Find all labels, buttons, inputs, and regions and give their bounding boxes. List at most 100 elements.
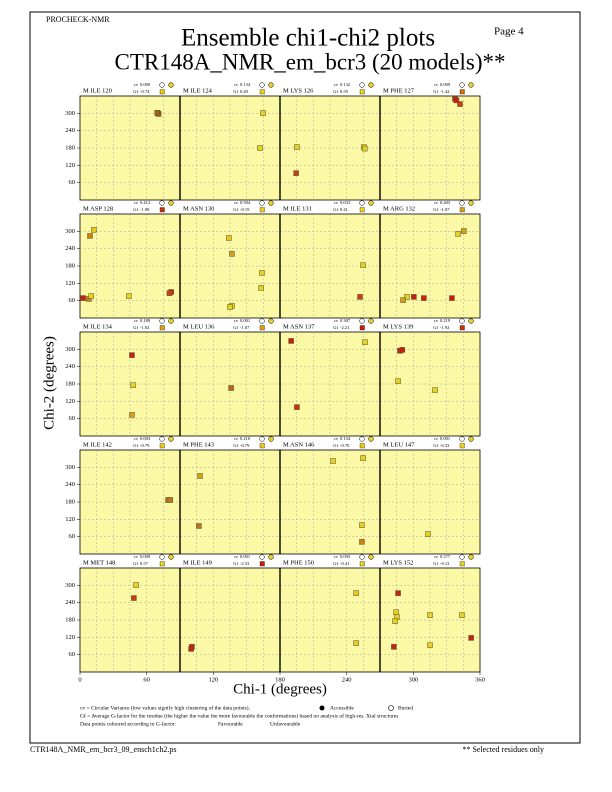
cv-icon xyxy=(259,436,265,442)
cv-prefix: cv xyxy=(434,436,439,441)
data-point xyxy=(259,270,265,276)
data-point xyxy=(459,612,465,618)
gf-value: -0.13 xyxy=(440,561,450,566)
cv-value: 0.009 xyxy=(140,554,151,559)
access-icon xyxy=(268,436,274,442)
gf-prefix: Gf xyxy=(333,325,338,330)
gf-prefix: Gf xyxy=(133,325,138,330)
gf-swatch xyxy=(459,443,465,449)
gf-prefix: Gf xyxy=(233,443,238,448)
gf-swatch xyxy=(159,443,165,449)
cv-icon xyxy=(259,200,265,206)
gf-note: Gf = Average G-factor for the residue (t… xyxy=(80,712,398,719)
access-icon xyxy=(368,436,374,442)
residue-label: M ASP 128 xyxy=(83,205,113,212)
access-icon xyxy=(268,200,274,206)
data-point xyxy=(427,642,433,648)
data-point xyxy=(461,228,467,234)
y-tick-label: 300 xyxy=(65,582,75,589)
cv-prefix: cv xyxy=(134,200,139,205)
gf-swatch xyxy=(459,561,465,567)
cv-value: 0.403 xyxy=(440,200,451,205)
cv-prefix: cv xyxy=(334,200,339,205)
access-icon xyxy=(468,436,474,442)
gf-value: -0.33 xyxy=(440,443,450,448)
page-number: Page 4 xyxy=(494,26,524,38)
y-tick-label: 180 xyxy=(65,144,75,151)
cv-prefix: cv xyxy=(234,554,239,559)
data-point xyxy=(400,297,406,303)
gf-value: -1.98 xyxy=(140,207,150,212)
data-point xyxy=(197,473,203,479)
cv-value: 0.307 xyxy=(340,318,351,323)
gf-swatch xyxy=(159,207,165,213)
data-point xyxy=(393,609,399,615)
data-point xyxy=(258,285,264,291)
data-point xyxy=(432,387,438,393)
residue-label: M ASN 146 xyxy=(283,441,315,448)
cv-prefix: cv xyxy=(234,82,239,87)
x-tick-label: 360 xyxy=(475,676,485,683)
x-tick-label: 0 xyxy=(78,676,81,683)
residue-label: M LEU 136 xyxy=(183,323,215,330)
cv-icon xyxy=(459,554,465,560)
gf-value: -1.92 xyxy=(440,325,449,330)
access-icon xyxy=(368,318,374,324)
cv-icon xyxy=(159,554,165,560)
y-tick-label: 240 xyxy=(65,599,75,606)
data-point xyxy=(129,352,135,358)
cv-value: 0.001 xyxy=(240,554,250,559)
y-tick-label: 300 xyxy=(65,464,75,471)
y-tick-label: 120 xyxy=(65,516,75,523)
gf-value: -1.02 xyxy=(140,325,149,330)
cv-value: 0.377 xyxy=(440,554,451,559)
x-tick-label: 300 xyxy=(408,676,418,683)
data-point xyxy=(427,612,433,618)
access-icon xyxy=(268,554,274,560)
y-tick-label: 240 xyxy=(65,127,75,134)
access-icon xyxy=(268,82,274,88)
data-point xyxy=(130,382,136,388)
data-point xyxy=(226,235,232,241)
cv-icon xyxy=(459,436,465,442)
gf-swatch xyxy=(159,89,165,95)
y-tick-label: 240 xyxy=(65,481,75,488)
residue-label: M ARG 132 xyxy=(383,205,415,212)
y-tick-label: 180 xyxy=(65,616,75,623)
data-point xyxy=(361,145,368,152)
cv-icon xyxy=(459,82,465,88)
cv-value: 0.134 xyxy=(240,82,251,87)
gf-prefix: Gf xyxy=(233,89,238,94)
residue-label: M ILE 149 xyxy=(183,559,212,566)
gf-value: -0.70 xyxy=(340,443,350,448)
gf-swatch xyxy=(359,325,365,331)
gf-prefix: Gf xyxy=(133,207,138,212)
colour-note: Data points coloured according to G-fact… xyxy=(80,720,177,727)
access-icon xyxy=(168,554,174,560)
gf-swatch xyxy=(159,325,165,331)
gf-swatch xyxy=(459,207,465,213)
y-tick-label: 120 xyxy=(65,162,75,169)
data-point xyxy=(425,531,431,537)
y-tick-label: 60 xyxy=(69,651,76,658)
cv-icon xyxy=(259,554,265,560)
y-tick-label: 300 xyxy=(65,346,75,353)
access-icon xyxy=(168,200,174,206)
residue-label: M ASN 137 xyxy=(283,323,315,330)
residue-label: M ILE 124 xyxy=(183,87,213,94)
cv-value: 0.001 xyxy=(240,318,250,323)
data-point xyxy=(87,233,93,239)
data-point xyxy=(154,110,160,116)
residue-label: M LYS 139 xyxy=(383,323,413,330)
data-point xyxy=(453,97,460,104)
residue-label: M MET 148 xyxy=(83,559,115,566)
residue-label: M ILE 134 xyxy=(83,323,113,330)
y-tick-label: 180 xyxy=(65,262,75,269)
residue-label: M LEU 147 xyxy=(383,441,415,448)
residue-label: M PHE 150 xyxy=(283,559,314,566)
gf-swatch xyxy=(459,89,465,95)
cv-value: 0.504 xyxy=(240,200,251,205)
data-point xyxy=(411,294,417,300)
buried-icon xyxy=(388,705,394,711)
